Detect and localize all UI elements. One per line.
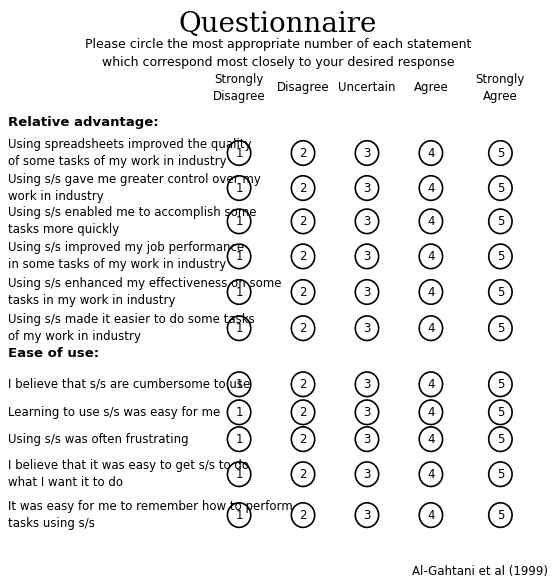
Text: 4: 4 [427,468,435,481]
Text: 3: 3 [363,322,371,335]
Text: 5: 5 [497,509,504,522]
Text: Agree: Agree [414,81,448,94]
Text: Using s/s gave me greater control over my
work in industry: Using s/s gave me greater control over m… [8,173,261,203]
Text: Ease of use:: Ease of use: [8,347,100,360]
Text: Al-Gahtani et al (1999): Al-Gahtani et al (1999) [411,565,548,578]
Text: It was easy for me to remember how to perform
tasks using s/s: It was easy for me to remember how to pe… [8,500,293,530]
Text: 1: 1 [235,378,243,391]
Text: 2: 2 [299,406,307,419]
Text: 4: 4 [427,250,435,263]
Text: Using s/s made it easier to do some tasks
of my work in industry: Using s/s made it easier to do some task… [8,313,255,343]
Text: 4: 4 [427,406,435,419]
Text: Using s/s enhanced my effectiveness on some
tasks in my work in industry: Using s/s enhanced my effectiveness on s… [8,277,282,307]
Text: 1: 1 [235,433,243,446]
Text: 4: 4 [427,378,435,391]
Text: 3: 3 [363,406,371,419]
Text: 1: 1 [235,286,243,298]
Text: Questionnaire: Questionnaire [179,11,377,38]
Text: 5: 5 [497,468,504,481]
Text: 1: 1 [235,406,243,419]
Text: Strongly
Disagree: Strongly Disagree [213,72,265,103]
Text: 2: 2 [299,286,307,298]
Text: 1: 1 [235,182,243,194]
Text: 4: 4 [427,322,435,335]
Text: 2: 2 [299,182,307,194]
Text: Using s/s improved my job performance
in some tasks of my work in industry: Using s/s improved my job performance in… [8,241,245,272]
Text: 1: 1 [235,250,243,263]
Text: 3: 3 [363,433,371,446]
Text: Uncertain: Uncertain [338,81,396,94]
Text: 4: 4 [427,509,435,522]
Text: 5: 5 [497,182,504,194]
Text: Relative advantage:: Relative advantage: [8,116,159,129]
Text: 5: 5 [497,378,504,391]
Text: Using s/s enabled me to accomplish some
tasks more quickly: Using s/s enabled me to accomplish some … [8,206,257,237]
Text: 2: 2 [299,378,307,391]
Text: 1: 1 [235,215,243,228]
Text: Using spreadsheets improved the quality
of some tasks of my work in industry: Using spreadsheets improved the quality … [8,138,252,168]
Text: 2: 2 [299,433,307,446]
Text: Disagree: Disagree [277,81,329,94]
Text: 3: 3 [363,509,371,522]
Text: I believe that it was easy to get s/s to do
what I want it to do: I believe that it was easy to get s/s to… [8,459,249,489]
Text: 4: 4 [427,215,435,228]
Text: 3: 3 [363,182,371,194]
Text: 2: 2 [299,509,307,522]
Text: 2: 2 [299,250,307,263]
Text: 1: 1 [235,509,243,522]
Text: 3: 3 [363,378,371,391]
Text: Learning to use s/s was easy for me: Learning to use s/s was easy for me [8,406,221,419]
Text: 4: 4 [427,286,435,298]
Text: 2: 2 [299,468,307,481]
Text: 4: 4 [427,433,435,446]
Text: 5: 5 [497,322,504,335]
Text: 4: 4 [427,182,435,194]
Text: Please circle the most appropriate number of each statement
which correspond mos: Please circle the most appropriate numbe… [85,38,471,69]
Text: 3: 3 [363,250,371,263]
Text: 3: 3 [363,468,371,481]
Text: 1: 1 [235,322,243,335]
Text: 2: 2 [299,215,307,228]
Text: 5: 5 [497,286,504,298]
Text: 5: 5 [497,433,504,446]
Text: 3: 3 [363,147,371,159]
Text: Using s/s was often frustrating: Using s/s was often frustrating [8,433,189,446]
Text: 5: 5 [497,147,504,159]
Text: 5: 5 [497,250,504,263]
Text: Strongly
Agree: Strongly Agree [476,72,525,103]
Text: 1: 1 [235,147,243,159]
Text: 4: 4 [427,147,435,159]
Text: I believe that s/s are cumbersome to use: I believe that s/s are cumbersome to use [8,378,251,391]
Text: 1: 1 [235,468,243,481]
Text: 3: 3 [363,215,371,228]
Text: 5: 5 [497,406,504,419]
Text: 2: 2 [299,147,307,159]
Text: 2: 2 [299,322,307,335]
Text: 3: 3 [363,286,371,298]
Text: 5: 5 [497,215,504,228]
